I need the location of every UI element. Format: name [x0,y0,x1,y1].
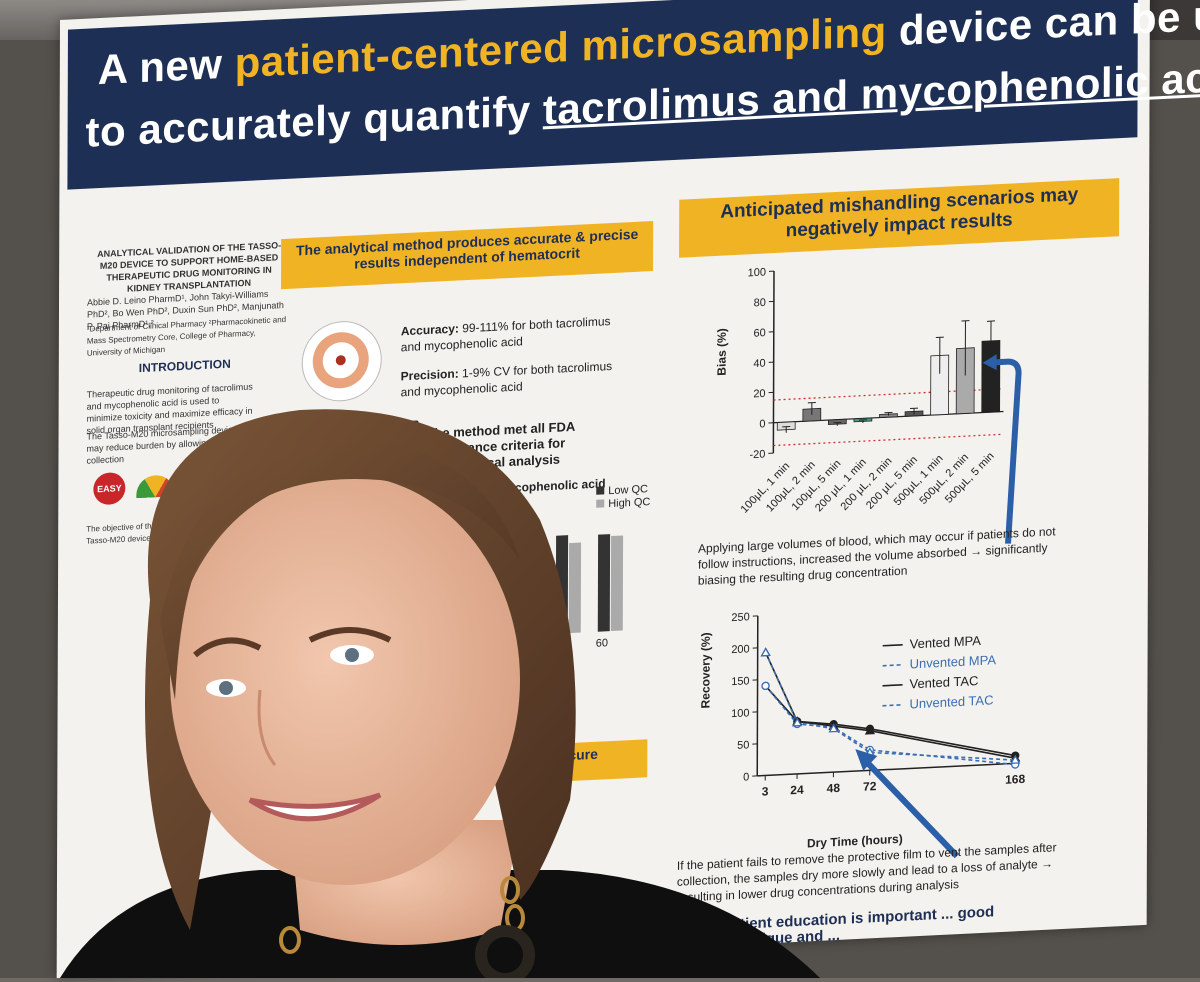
recovery-y-axis: 0 50 100 150 200 250 [731,611,758,784]
bias-bars [777,319,1000,433]
recovery-legend-line [883,685,903,686]
fda-text: The method met all FDA acceptance criter… [426,416,636,474]
hct-tick-60: 60 [596,637,608,650]
recovery-legend-line [883,665,903,666]
recovery-legend-label: Unvented MPA [910,652,997,671]
legend-low-swatch [596,486,604,494]
recovery-ytick-label: 50 [737,739,749,752]
recovery-point [762,648,770,655]
research-poster: A new patient-centered microsampling dev… [57,0,1150,978]
recovery-xtick-label: 24 [790,783,804,798]
lower-section-header: cure [562,739,647,781]
mpa-bar [598,534,610,632]
presentation-icon [667,908,711,942]
recovery-xtick-label: 3 [762,784,769,798]
bias-ytick-label: 60 [754,327,766,340]
clipboard-icon [398,420,418,445]
recovery-xtick-label: 168 [1005,772,1025,787]
recovery-ytick-label: 250 [731,611,749,624]
easy-button-icon: EASY [93,472,125,506]
recovery-legend-label: Vented TAC [910,673,979,691]
bias-ytick-label: 20 [753,388,765,401]
recovery-ytick-label: 100 [731,707,749,720]
mpa-bar [556,535,568,634]
legend-high-swatch [596,499,604,507]
bias-ytick-label: -20 [749,449,765,462]
accuracy-text: Accuracy: 99-111% for both tacrolimus an… [401,313,621,356]
recovery-legend-line [882,705,902,706]
mpa-bar [569,543,581,634]
mpa-chart-title: Mycophenolic acid [498,476,605,495]
gauge-icon [136,474,174,498]
mpa-hematocrit-chart: Mycophenolic acid Low QC High QC 50 60 [478,469,659,658]
recovery-ytick-label: 200 [731,643,749,656]
mpa-bar [527,543,539,636]
poster-title-banner: A new patient-centered microsampling dev… [67,0,1138,190]
right-section-header: Anticipated mishandling scenarios may ne… [679,178,1119,258]
intro-heading: INTRODUCTION [139,357,231,376]
intro-bullet-2: The Tasso-M20 microsampling device may r… [86,422,256,466]
mpa-bar [611,535,623,631]
hct-tick-50: 50 [554,639,566,652]
mpa-bars [514,530,623,635]
objective-fragment: The objective of this work ... the Tasso… [86,518,206,548]
recovery-ytick-label: 150 [731,675,749,688]
recovery-axis-line [757,616,758,776]
precision-text: Precision: 1-9% CV for both tacrolimus a… [401,358,621,401]
bias-reference-line [773,434,1003,445]
recovery-legend-line [883,645,903,646]
bias-bar-chart: Bias (%) -20 0 20 40 60 80 100 100μL, 1 min100… [713,251,1014,536]
legend-low-label: Low QC [608,483,648,497]
mpa-bar [514,535,526,636]
bias-ytick-label: 0 [759,418,765,430]
bias-ytick-label: 80 [754,297,766,310]
bias-y-label: Bias (%) [715,328,729,376]
recovery-point [762,682,769,689]
bias-ytick-label: 100 [748,266,766,279]
target-icon [302,319,382,403]
bias-ytick-label: 40 [753,357,765,370]
recovery-legend-label: Vented MPA [910,633,982,651]
recovery-y-label: Recovery (%) [698,632,712,709]
recovery-legend-label: Unvented TAC [909,692,993,711]
middle-section-header: The analytical method produces accurate … [281,221,653,289]
recovery-xtick-label: 48 [827,781,841,796]
legend-high-label: High QC [608,496,650,510]
recovery-ytick-label: 0 [743,771,749,783]
